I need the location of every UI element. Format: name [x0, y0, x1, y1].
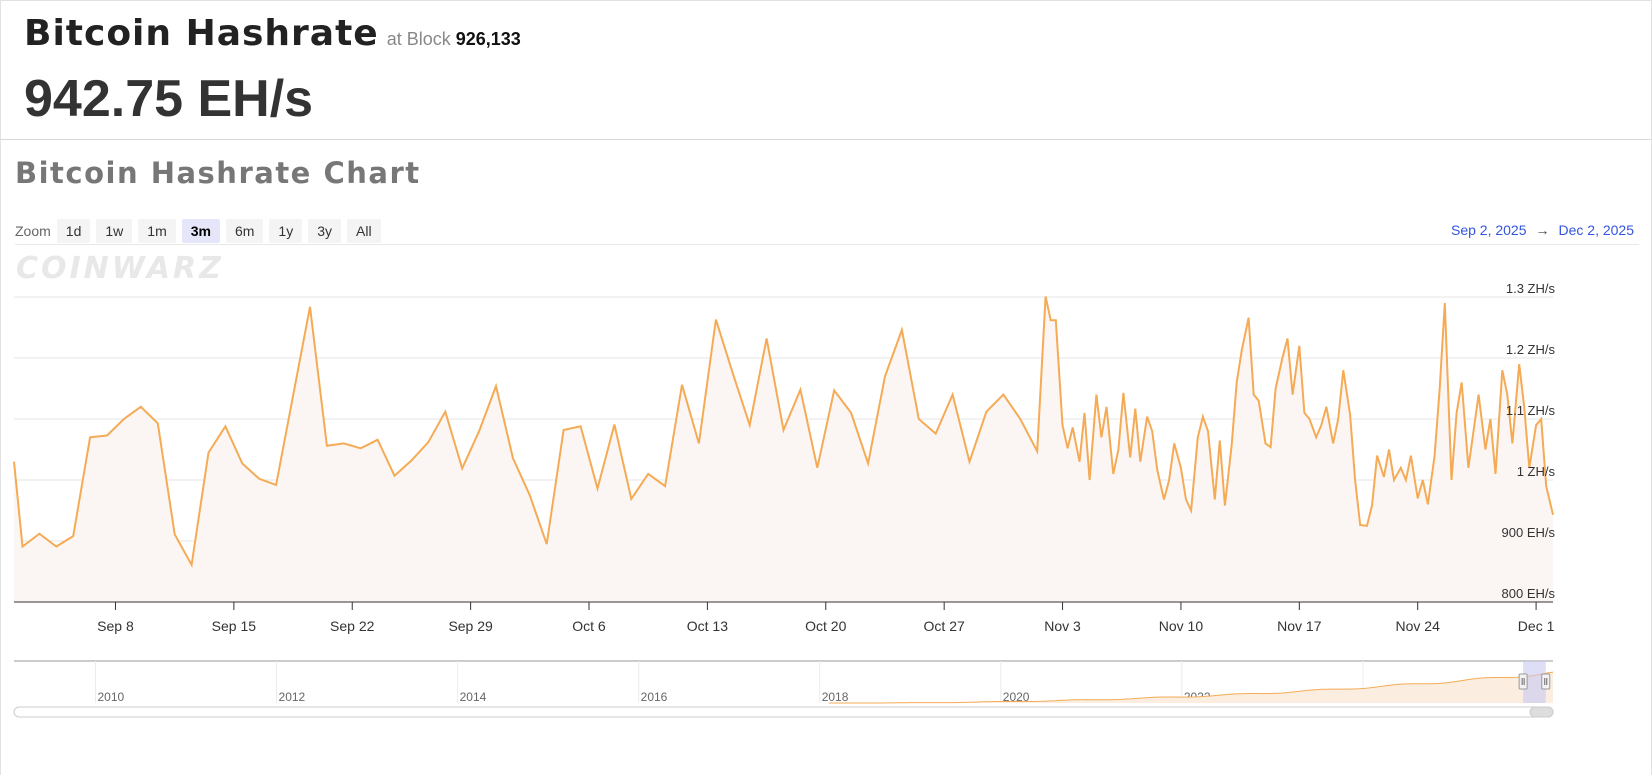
x-tick-label: Sep 29: [448, 618, 493, 634]
zoom-1m-button[interactable]: 1m: [138, 219, 176, 243]
navigator-area: [828, 672, 1553, 703]
navigator-tick-label: 2016: [641, 690, 668, 704]
x-tick-label: Nov 24: [1396, 618, 1441, 634]
y-tick-label: 1 ZH/s: [1517, 464, 1556, 479]
zoom-3m-button[interactable]: 3m: [181, 219, 220, 243]
scrollbar-thumb[interactable]: [1529, 706, 1554, 718]
zoom-3y-button[interactable]: 3y: [308, 219, 342, 243]
hashrate-series-line: [13, 296, 1554, 568]
navigator-selected-range[interactable]: [1523, 661, 1546, 703]
x-tick-label: Oct 13: [687, 618, 728, 634]
current-hashrate: 942.75 EH/s: [24, 70, 314, 128]
summary-panel: Bitcoin Hashrate at Block 926,133 942.75…: [0, 0, 1652, 140]
y-tick-label: 800 EH/s: [1502, 586, 1556, 601]
x-tick-label: Oct 6: [572, 618, 606, 634]
title-row: Bitcoin Hashrate at Block 926,133: [24, 13, 521, 54]
zoom-all-button[interactable]: All: [347, 219, 381, 243]
x-tick-label: Oct 20: [805, 618, 846, 634]
zoom-1w-button[interactable]: 1w: [96, 219, 133, 243]
chart-title: Bitcoin Hashrate Chart: [15, 156, 421, 190]
navigator-tick-label: 2012: [279, 690, 306, 704]
navigator-tick-label: 2010: [97, 690, 124, 704]
x-axis: Sep 8 Sep 15 Sep 22 Sep 29 Oct 6 Oct 13 Oct 20…: [14, 601, 1555, 634]
x-tick-label: Sep 8: [97, 618, 134, 634]
coinwarz-watermark: COINWARZ: [16, 251, 224, 286]
y-tick-label: 900 EH/s: [1502, 525, 1556, 540]
navigator-series-line: [828, 671, 1554, 704]
navigator: 20102012201420162018202020222024: [13, 660, 1554, 718]
navigator-handle[interactable]: [1541, 673, 1551, 690]
chart-panel: Bitcoin Hashrate Chart Zoom 1d 1w 1m 3m …: [0, 140, 1652, 775]
range-end-date[interactable]: Dec 2, 2025: [1558, 222, 1635, 238]
y-tick-label: 1.3 ZH/s: [1506, 281, 1556, 296]
zoom-controls: Zoom 1d 1w 1m 3m 6m 1y 3y All: [15, 219, 387, 243]
zoom-6m-button[interactable]: 6m: [225, 219, 264, 243]
date-range: Sep 2, 2025 → Dec 2, 2025: [1451, 222, 1634, 238]
block-number: 926,133: [455, 29, 521, 49]
navigator-tick-label: 2018: [822, 690, 849, 704]
y-axis: 800 EH/s 900 EH/s 1 ZH/s 1.1 ZH/s 1.2 ZH/s 1.…: [1502, 281, 1556, 601]
navigator-tick-label: 2020: [1003, 690, 1030, 704]
y-tick-label: 1.1 ZH/s: [1506, 403, 1556, 418]
x-tick-label: Sep 15: [212, 618, 257, 634]
x-tick-label: Dec 1: [1518, 618, 1555, 634]
x-tick-label: Nov 3: [1044, 618, 1081, 634]
zoom-label: Zoom: [15, 223, 51, 239]
zoom-1d-button[interactable]: 1d: [56, 219, 91, 243]
hashrate-area: [14, 296, 1553, 602]
zoom-1y-button[interactable]: 1y: [269, 219, 303, 243]
x-tick-label: Sep 22: [330, 618, 375, 634]
y-tick-label: 1.2 ZH/s: [1506, 342, 1556, 357]
range-start-date[interactable]: Sep 2, 2025: [1450, 222, 1527, 238]
range-arrow-icon: →: [1535, 222, 1550, 238]
scrollbar-track[interactable]: [13, 706, 1554, 718]
page-title: Bitcoin Hashrate: [24, 13, 379, 54]
x-tick-label: Nov 10: [1159, 618, 1204, 634]
at-block-label: at Block: [386, 29, 451, 49]
navigator-tick-label: 2014: [460, 690, 487, 704]
hashrate-chart[interactable]: 800 EH/s 900 EH/s 1 ZH/s 1.1 ZH/s 1.2 ZH/s 1.…: [0, 140, 1652, 775]
navigator-handle[interactable]: [1518, 673, 1528, 690]
chart-divider: [15, 244, 1639, 245]
x-tick-label: Nov 17: [1277, 618, 1322, 634]
x-tick-label: Oct 27: [924, 618, 965, 634]
